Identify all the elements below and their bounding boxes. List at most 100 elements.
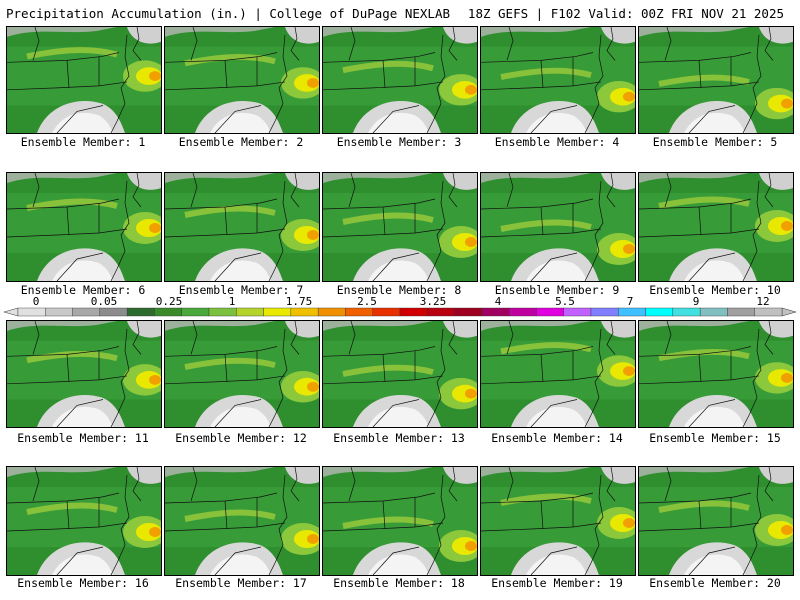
ensemble-member-map <box>322 26 478 134</box>
colorbar-segment <box>126 307 155 317</box>
colorbar-tick-label: 0.05 <box>91 295 118 308</box>
ensemble-member-label: Ensemble Member: 4 <box>494 135 620 149</box>
ensemble-member-label: Ensemble Member: 20 <box>649 576 781 590</box>
colorbar-segment <box>263 307 292 317</box>
ensemble-member-label: Ensemble Member: 3 <box>336 135 462 149</box>
chart-title: Precipitation Accumulation (in.) | Colle… <box>6 6 451 21</box>
colorbar-segment <box>508 307 537 317</box>
ensemble-member-label: Ensemble Member: 19 <box>491 576 623 590</box>
precip-field-map <box>7 27 161 133</box>
ensemble-member-map <box>480 320 636 428</box>
run-valid-time: 18Z GEFS | F102 Valid: 00Z FRI NOV 21 20… <box>467 6 784 21</box>
ensemble-member-label: Ensemble Member: 6 <box>20 283 146 297</box>
colorbar-segment <box>181 307 210 317</box>
colorbar-segment <box>372 307 401 317</box>
ensemble-member-map <box>480 26 636 134</box>
colorbar-segment <box>399 307 428 317</box>
precip-field-map <box>165 173 319 281</box>
colorbar-segment <box>699 307 728 317</box>
ensemble-member-label: Ensemble Member: 10 <box>649 283 781 297</box>
ensemble-member-label: Ensemble Member: 18 <box>333 576 465 590</box>
colorbar-segment <box>618 307 646 317</box>
colorbar-tick-label: 2.5 <box>357 295 377 308</box>
ensemble-member-map <box>638 26 794 134</box>
ensemble-member-map <box>6 172 162 282</box>
precip-field-map <box>481 321 635 427</box>
colorbar-segment <box>727 307 755 317</box>
precip-field-map <box>7 173 161 281</box>
colorbar-segment <box>236 307 264 317</box>
precip-field-map <box>639 321 793 427</box>
ensemble-member-label: Ensemble Member: 16 <box>17 576 149 590</box>
colorbar-segment <box>72 307 101 317</box>
ensemble-member-map <box>6 320 162 428</box>
colorbar-segment <box>317 307 346 317</box>
colorbar-tick-label: 5.5 <box>555 295 575 308</box>
ensemble-member-map <box>638 320 794 428</box>
ensemble-member-map <box>6 26 162 134</box>
colorbar-segment <box>427 307 455 317</box>
ensemble-member-label: Ensemble Member: 5 <box>652 135 778 149</box>
ensemble-member-map <box>164 172 320 282</box>
precip-field-map <box>165 321 319 427</box>
precip-field-map <box>7 321 161 427</box>
precip-field-map <box>323 27 477 133</box>
colorbar-segment <box>290 307 319 317</box>
ensemble-member-map <box>322 320 478 428</box>
colorbar-segment <box>645 307 674 317</box>
ensemble-member-label: Ensemble Member: 14 <box>491 431 623 445</box>
precip-field-map <box>323 467 477 575</box>
ensemble-member-label: Ensemble Member: 8 <box>336 283 462 297</box>
colorbar-segment <box>345 307 373 317</box>
colorbar-tick-label: 9 <box>693 295 700 308</box>
colorbar-tick-label: 4 <box>495 295 502 308</box>
colorbar-tick-label: 7 <box>627 295 634 308</box>
ensemble-member-label: Ensemble Member: 7 <box>178 283 304 297</box>
precip-field-map <box>323 321 477 427</box>
precip-field-map <box>323 173 477 281</box>
colorbar-segment <box>17 307 46 317</box>
ensemble-member-map <box>480 466 636 576</box>
precip-field-map <box>639 27 793 133</box>
colorbar-left-arrow <box>3 307 19 317</box>
colorbar-right-arrow <box>781 307 797 317</box>
colorbar-segment <box>45 307 73 317</box>
colorbar-segment <box>99 307 128 317</box>
colorbar-segment <box>454 307 483 317</box>
ensemble-member-label: Ensemble Member: 9 <box>494 283 620 297</box>
colorbar-tick-label: 1 <box>229 295 236 308</box>
colorbar-segment <box>563 307 592 317</box>
ensemble-member-label: Ensemble Member: 13 <box>333 431 465 445</box>
precip-field-map <box>639 173 793 281</box>
colorbar-tick-label: 12 <box>756 295 769 308</box>
colorbar-segment <box>481 307 510 317</box>
ensemble-member-map <box>322 466 478 576</box>
precip-field-map <box>639 467 793 575</box>
precip-field-map <box>165 27 319 133</box>
precip-field-map <box>481 27 635 133</box>
colorbar-tick-label: 3.25 <box>420 295 447 308</box>
colorbar-segment <box>672 307 701 317</box>
colorbar-segment <box>754 307 783 317</box>
colorbar-tick-label: 1.75 <box>286 295 313 308</box>
ensemble-member-map <box>638 172 794 282</box>
colorbar-segment <box>536 307 564 317</box>
ensemble-member-label: Ensemble Member: 15 <box>649 431 781 445</box>
ensemble-member-map <box>638 466 794 576</box>
ensemble-member-label: Ensemble Member: 2 <box>178 135 304 149</box>
colorbar-segment <box>154 307 182 317</box>
precip-field-map <box>481 467 635 575</box>
precip-field-map <box>7 467 161 575</box>
ensemble-member-label: Ensemble Member: 17 <box>175 576 307 590</box>
ensemble-member-map <box>164 466 320 576</box>
ensemble-member-map <box>322 172 478 282</box>
ensemble-member-map <box>6 466 162 576</box>
ensemble-member-map <box>164 26 320 134</box>
ensemble-member-map <box>164 320 320 428</box>
colorbar-segment <box>590 307 619 317</box>
ensemble-member-label: Ensemble Member: 11 <box>17 431 149 445</box>
colorbar-tick-label: 0 <box>33 295 40 308</box>
ensemble-member-label: Ensemble Member: 1 <box>20 135 146 149</box>
precip-field-map <box>165 467 319 575</box>
